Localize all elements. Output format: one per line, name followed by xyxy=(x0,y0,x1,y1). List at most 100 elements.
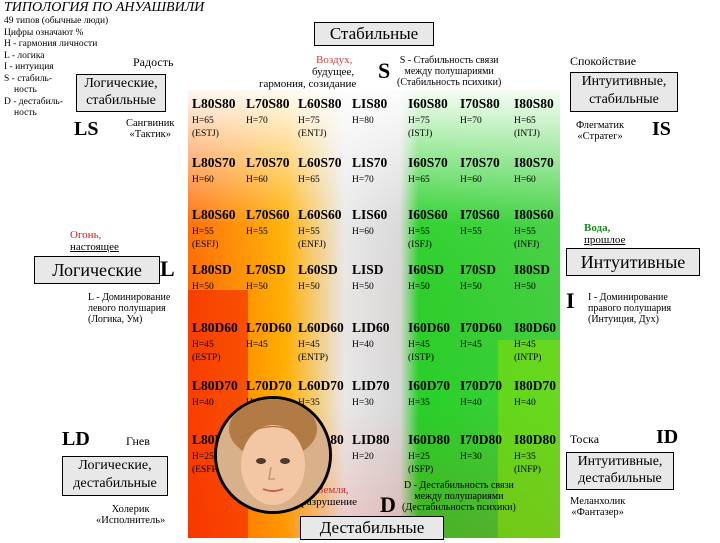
harmony-value: H=45 xyxy=(460,340,482,350)
type-cell-label: L80D60 xyxy=(192,320,238,335)
harmony-value: H=50 xyxy=(192,282,214,292)
water-label: Вода, xyxy=(584,222,611,234)
harmony-value: H=55 xyxy=(246,227,268,237)
calm-label: Спокойствие xyxy=(570,54,637,68)
harmony-value: H=35 xyxy=(298,398,320,408)
mbti-code: (ISTP) xyxy=(408,353,434,363)
legend-line: H - гармония личности xyxy=(4,39,98,49)
box-line: Интуитивные, xyxy=(581,74,667,89)
s-desc-line: S - Стабильность связи xyxy=(399,55,499,66)
type-cell-label: LISD xyxy=(352,262,384,277)
type-cell-label: I60D60 xyxy=(408,320,451,335)
type-cell-label: I60D80 xyxy=(408,432,451,447)
s-desc-line: (Стабильность психики) xyxy=(397,77,502,88)
harmony-value: H=50 xyxy=(460,282,482,292)
harmony-value: H=50 xyxy=(298,282,320,292)
temperament-role: «Стратег» xyxy=(577,131,623,142)
type-cell-label: L70S70 xyxy=(246,155,290,170)
box-line: стабильные xyxy=(589,92,659,107)
harmony-value: H=45 xyxy=(246,340,268,350)
face-photo xyxy=(214,396,332,514)
mbti-code: (ESFP) xyxy=(192,465,220,475)
earth-label: Земля, xyxy=(318,484,349,496)
id-label: ID xyxy=(656,426,679,448)
harmony-value: H=45 xyxy=(408,340,430,350)
harmony-value: H=70 xyxy=(246,116,268,126)
type-cell-label: I70D70 xyxy=(460,378,503,393)
legend-line: Цифры означают % xyxy=(4,27,84,38)
type-cell-label: L80S60 xyxy=(192,207,236,222)
legend-line: ность xyxy=(14,85,37,95)
harmony-value: H=60 xyxy=(246,175,268,185)
mbti-code: (ESTP) xyxy=(192,353,221,363)
legend-line: I - интуиция xyxy=(4,62,54,72)
harmony-value: H=65 xyxy=(408,175,430,185)
water-sub: прошлое xyxy=(584,234,626,246)
harmony-value: H=30 xyxy=(460,452,482,462)
destable-footer: Дестабильные xyxy=(300,516,444,540)
air-sub-future: будущее, xyxy=(312,66,355,78)
mbti-code: (INFP) xyxy=(514,465,541,475)
i-desc-line: I - Доминирование xyxy=(588,292,668,303)
s-desc-line: между полушариями xyxy=(404,66,494,77)
type-cell-label: I80SD xyxy=(514,262,551,277)
fire-sub: настоящее xyxy=(70,241,119,253)
harmony-value: H=50 xyxy=(352,282,374,292)
temperament-role: «Исполнитель» xyxy=(96,515,166,526)
type-cell-label: LID70 xyxy=(352,378,390,393)
harmony-value: H=40 xyxy=(192,398,214,408)
s-letter: S xyxy=(378,58,391,83)
type-cell-label: L70D60 xyxy=(246,320,292,335)
child-face-image xyxy=(217,399,329,511)
harmony-value: H=45 xyxy=(192,340,214,350)
i-desc-line: правого полушария xyxy=(588,303,672,314)
type-cell-label: I60S70 xyxy=(408,155,448,170)
type-cell-label: I60SD xyxy=(408,262,445,277)
box-line: стабильные xyxy=(86,93,156,108)
type-cell-label: L60S70 xyxy=(298,155,342,170)
i-desc-line: (Интуиция, Дух) xyxy=(588,314,659,325)
legend: 49 типов (обычные люди) Цифры означают %… xyxy=(4,16,108,120)
temperament-name: Сангвиник xyxy=(126,118,175,129)
i-description: I - Доминирование правого полушария (Инт… xyxy=(588,292,671,325)
type-cell-label: L60D60 xyxy=(298,320,344,335)
harmony-value: H=70 xyxy=(352,175,374,185)
type-cell-label: I80S70 xyxy=(514,155,554,170)
harmony-value: H=55 xyxy=(192,227,214,237)
sanguine-label: Сангвиник «Тактик» xyxy=(126,118,175,140)
type-cell-label: LIS80 xyxy=(352,96,388,111)
harmony-value: H=60 xyxy=(192,175,214,185)
harmony-value: H=55 xyxy=(514,227,536,237)
type-cell-label: L60SD xyxy=(298,262,338,277)
harmony-value: H=65 xyxy=(298,175,320,185)
box-line: Интуитивные, xyxy=(577,454,663,469)
type-cell-label: LID60 xyxy=(352,320,390,335)
l-desc-line: (Логика, Ум) xyxy=(88,314,143,325)
type-cell-label: I60S60 xyxy=(408,207,448,222)
type-cell-label: L60S80 xyxy=(298,96,342,111)
temperament-role: «Тактик» xyxy=(129,129,172,140)
type-cell-label: L70SD xyxy=(246,262,286,277)
harmony-value: H=20 xyxy=(352,452,374,462)
type-cell-label: LIS60 xyxy=(352,207,388,222)
type-cell-label: I70D60 xyxy=(460,320,503,335)
type-cell-label: I70SD xyxy=(460,262,497,277)
harmony-value: H=45 xyxy=(514,340,536,350)
type-cell-label: LID80 xyxy=(352,432,390,447)
s-description: S - Стабильность связи между полушариями… xyxy=(397,55,501,88)
box-line: дестабильные xyxy=(578,471,662,486)
type-cell-label: I70D80 xyxy=(460,432,503,447)
d-letter: D xyxy=(380,492,396,517)
mbti-code: (INFJ) xyxy=(514,240,540,250)
harmony-value: H=55 xyxy=(460,227,482,237)
harmony-value: H=60 xyxy=(352,227,374,237)
box-line: дестабильные xyxy=(73,476,157,491)
legend-line: L - логика xyxy=(4,50,45,61)
mbti-code: (ENTJ) xyxy=(298,129,327,139)
l-desc-line: левого полушария xyxy=(88,303,166,314)
harmony-value: H=60 xyxy=(460,175,482,185)
d-desc-line: (Дестабильность психики) xyxy=(402,502,516,513)
box-line: Логические, xyxy=(84,76,158,91)
logical-destable-box: Логические, дестабильные xyxy=(62,456,168,496)
ls-label: LS xyxy=(74,118,99,140)
